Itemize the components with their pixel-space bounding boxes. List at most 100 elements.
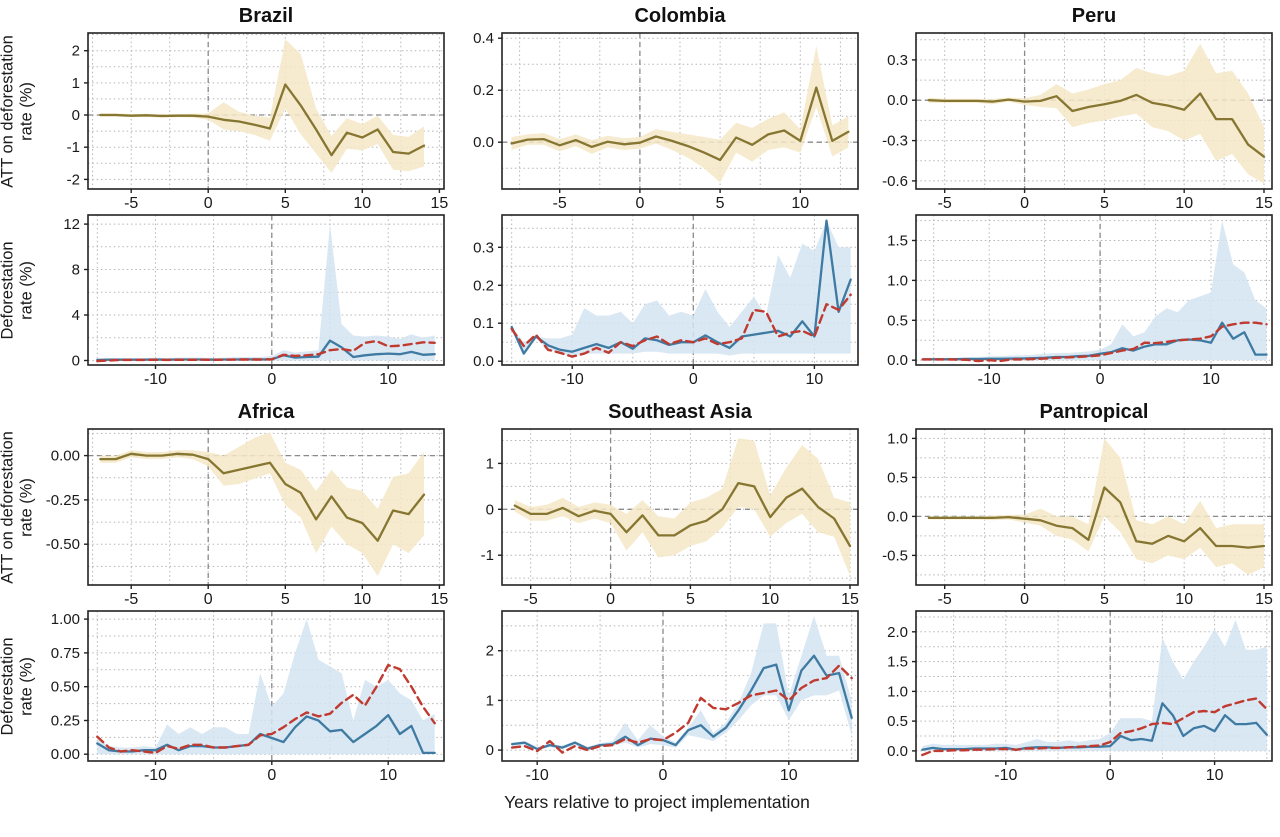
region-brazil: Brazil 2 1 0 -1 -2 -5 0 5 10 15 12 8 4 0 -10 0 10 (36, 4, 450, 390)
region-colombia: Colombia 0.4 0.2 0.0 -5 0 5 10 0.3 0.2 0.1 0.0 -10… (450, 4, 864, 390)
svg-text:0: 0 (659, 767, 668, 784)
svg-text:10: 10 (1206, 767, 1224, 784)
svg-text:0.0: 0.0 (887, 508, 908, 525)
svg-text:0.0: 0.0 (473, 353, 494, 370)
panel-pantropical-deforestation: 2.0 1.5 1.0 0.5 0.0 -10 0 10 (887, 610, 1273, 784)
svg-text:5: 5 (281, 591, 290, 608)
svg-text:-0.6: -0.6 (882, 173, 908, 190)
svg-text:1.5: 1.5 (887, 233, 908, 250)
svg-text:-1: -1 (67, 139, 80, 156)
svg-text:1: 1 (486, 692, 494, 709)
svg-text:0: 0 (72, 353, 80, 370)
x-axis-label: Years relative to project implementation (504, 792, 810, 812)
svg-text:4: 4 (72, 307, 80, 324)
svg-text:5: 5 (281, 195, 290, 212)
svg-text:0: 0 (486, 501, 494, 518)
region-southeast-asia: Southeast Asia 1 0 -1 -5 0 5 10 15 2 1 0 -10 0 10 (450, 400, 864, 786)
svg-text:0: 0 (204, 195, 213, 212)
svg-text:-5: -5 (553, 195, 567, 212)
svg-text:-10: -10 (144, 767, 167, 784)
svg-text:10: 10 (379, 767, 397, 784)
svg-text:0: 0 (1020, 591, 1029, 608)
svg-text:15: 15 (431, 591, 449, 608)
panel-brazil-att: 210-1-2-5 0 5 10 15 (67, 32, 448, 212)
svg-text:0: 0 (486, 742, 494, 759)
svg-text:1: 1 (72, 75, 80, 92)
svg-text:0.5: 0.5 (887, 469, 908, 486)
svg-text:1: 1 (486, 455, 494, 472)
svg-text:10: 10 (780, 767, 798, 784)
svg-text:0: 0 (689, 371, 698, 388)
svg-text:1.00: 1.00 (51, 611, 80, 628)
y-axis-label-text: ATT on deforestation rate (%) (0, 34, 36, 188)
svg-text:10: 10 (353, 591, 371, 608)
svg-text:2: 2 (486, 643, 494, 660)
panel-pantropical-att: 1.0 0.5 0.0 -0.5 -5 0 5 10 15 (882, 428, 1273, 608)
svg-text:5: 5 (716, 195, 725, 212)
svg-text:0.25: 0.25 (51, 713, 80, 730)
svg-text:1.5: 1.5 (887, 654, 908, 671)
svg-text:0.1: 0.1 (473, 315, 494, 332)
svg-text:-10: -10 (978, 371, 1001, 388)
svg-text:0: 0 (72, 107, 80, 124)
svg-text:-0.5: -0.5 (882, 547, 908, 564)
svg-text:0.5: 0.5 (887, 312, 908, 329)
svg-text:0: 0 (1096, 371, 1105, 388)
svg-text:0.3: 0.3 (473, 239, 494, 256)
svg-text:5: 5 (1100, 591, 1109, 608)
panel-southeast-asia-att: 10-1-5 0 5 10 15 (481, 428, 859, 608)
svg-text:15: 15 (1255, 591, 1273, 608)
panel-title-colombia: Colombia (634, 5, 726, 27)
svg-text:0: 0 (635, 195, 644, 212)
svg-text:10: 10 (791, 195, 809, 212)
svg-text:0: 0 (606, 591, 615, 608)
svg-text:0: 0 (267, 371, 276, 388)
y-axis-label-deforestation-row2: Deforestation rate (%) (0, 611, 36, 761)
svg-text:0.75: 0.75 (51, 645, 80, 662)
svg-text:0.2: 0.2 (473, 277, 494, 294)
svg-text:-5: -5 (124, 591, 138, 608)
panel-title-africa: Africa (237, 401, 295, 423)
svg-text:10: 10 (379, 371, 397, 388)
panel-title-brazil: Brazil (238, 5, 294, 27)
svg-text:1.0: 1.0 (887, 683, 908, 700)
panel-title-southeast-asia: Southeast Asia (608, 401, 752, 423)
y-axis-label-att-row1: ATT on deforestation rate (%) (0, 33, 36, 189)
y-axis-label-text: ATT on deforestation rate (%) (0, 430, 36, 584)
svg-text:0: 0 (1020, 195, 1029, 212)
svg-text:5: 5 (1100, 195, 1109, 212)
svg-text:-10: -10 (561, 371, 584, 388)
region-row-2: Africa 0.00 -0.25 -0.50 -5 0 5 10 15 1.00 0.75 0.… (36, 400, 1278, 786)
svg-text:0.50: 0.50 (51, 679, 80, 696)
svg-text:0.00: 0.00 (51, 746, 80, 763)
svg-text:10: 10 (1175, 195, 1193, 212)
region-africa: Africa 0.00 -0.25 -0.50 -5 0 5 10 15 1.00 0.75 0.… (36, 400, 450, 786)
panel-africa-deforestation: 1.00 0.75 0.50 0.25 0.00 -10 0 10 (51, 610, 445, 784)
panel-africa-att: 0.00 -0.25 -0.50 -5 0 5 10 15 (46, 428, 449, 608)
svg-text:0.5: 0.5 (887, 713, 908, 730)
svg-text:0.3: 0.3 (887, 52, 908, 69)
svg-text:8: 8 (72, 262, 80, 279)
svg-text:0: 0 (267, 767, 276, 784)
svg-text:0.0: 0.0 (887, 92, 908, 109)
svg-text:-0.25: -0.25 (46, 492, 80, 509)
y-axis-label-deforestation-row1: Deforestation rate (%) (0, 215, 36, 365)
panel-southeast-asia-deforestation: 210-10 0 10 (486, 610, 859, 784)
svg-text:15: 15 (1255, 195, 1273, 212)
y-axis-label-text: Deforestation rate (%) (0, 636, 36, 736)
svg-text:-5: -5 (938, 591, 952, 608)
svg-text:0: 0 (204, 591, 213, 608)
svg-text:-1: -1 (481, 547, 494, 564)
panel-title-peru: Peru (1071, 5, 1117, 27)
region-row-1: Brazil 2 1 0 -1 -2 -5 0 5 10 15 12 8 4 0 -10 0 10 Colom… (36, 4, 1278, 390)
panel-peru-att: 0.3 0.0 -0.3 -0.6 -5 0 5 10 15 (882, 32, 1273, 212)
svg-text:0.0: 0.0 (887, 352, 908, 369)
svg-text:-5: -5 (124, 195, 138, 212)
svg-text:-10: -10 (144, 371, 167, 388)
svg-text:5: 5 (686, 591, 695, 608)
panel-title-pantropical: Pantropical (1039, 401, 1149, 423)
svg-text:10: 10 (1175, 591, 1193, 608)
svg-text:0: 0 (1106, 767, 1115, 784)
svg-text:1.0: 1.0 (887, 272, 908, 289)
region-pantropical: Pantropical 1.0 0.5 0.0 -0.5 -5 0 5 10 15 2.0 1.5… (864, 400, 1278, 786)
